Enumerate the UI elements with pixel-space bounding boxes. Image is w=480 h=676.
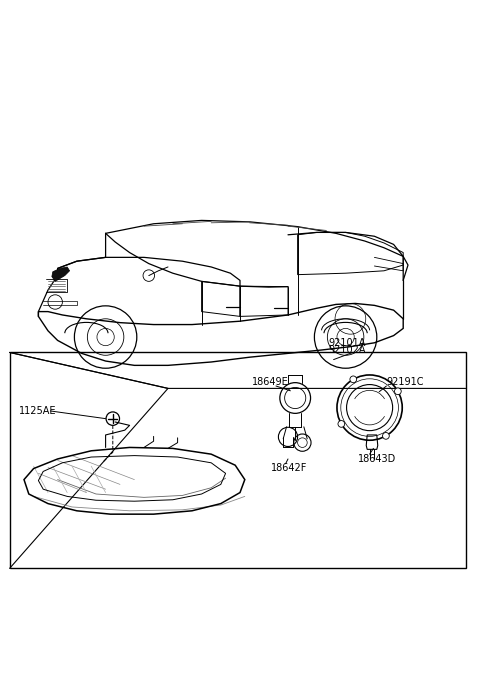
- Circle shape: [338, 420, 345, 427]
- Text: 92101A: 92101A: [329, 338, 366, 347]
- Text: 18649E: 18649E: [252, 377, 289, 387]
- Circle shape: [383, 433, 389, 439]
- Bar: [10, 352, 466, 569]
- Text: 92191C: 92191C: [386, 377, 424, 387]
- Text: 1125AE: 1125AE: [19, 406, 57, 416]
- Polygon shape: [52, 267, 70, 281]
- Circle shape: [350, 376, 357, 383]
- Text: 18643D: 18643D: [358, 454, 396, 464]
- Circle shape: [395, 388, 401, 395]
- Text: 92102A: 92102A: [329, 345, 366, 355]
- Text: 18642F: 18642F: [271, 462, 308, 473]
